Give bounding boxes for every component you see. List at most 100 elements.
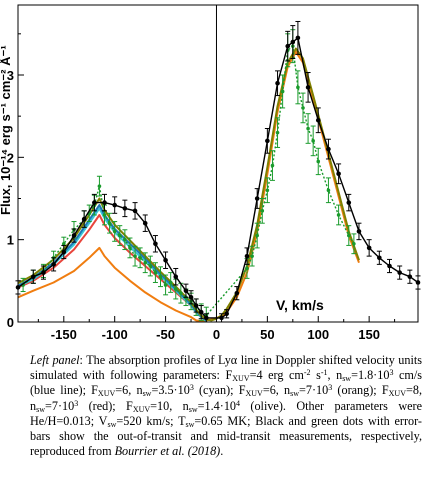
data-point [290, 39, 296, 45]
x-tick-label: -100 [102, 327, 128, 342]
data-point [301, 106, 305, 110]
data-point [62, 241, 66, 246]
data-point [316, 159, 321, 164]
x-tick-label: 50 [260, 327, 274, 342]
caption-text: =10, n [150, 398, 189, 413]
caption-sub: sw [342, 374, 352, 384]
data-point [265, 138, 270, 144]
x-tick-label: -150 [51, 327, 77, 342]
caption-text: =4 erg cm [249, 368, 304, 383]
data-point [51, 262, 56, 267]
data-point [128, 246, 132, 250]
caption-sup: 3 [328, 383, 333, 393]
data-point [81, 216, 87, 222]
data-point [143, 260, 148, 265]
series-line-5 [22, 45, 355, 317]
caption-text: =1.4·10 [197, 398, 237, 413]
data-point [163, 283, 168, 287]
data-point [133, 254, 137, 258]
data-point [158, 274, 163, 279]
y-axis-label: Flux, 10⁻¹⁴ erg s⁻¹ cm⁻² Å⁻¹ [0, 45, 13, 215]
caption-text: (olive). Other parameters were He/H=0.01… [30, 398, 422, 428]
data-point [132, 208, 138, 214]
caption-sup: 3 [74, 398, 79, 408]
caption-text: s [310, 368, 321, 383]
data-point [183, 288, 189, 294]
caption-text: =8, n [30, 383, 422, 413]
caption-text: =7·10 [44, 398, 75, 413]
data-point [250, 254, 254, 258]
ticks-layer: -150 -100 -50 0 50 100 150 0 1 2 3 [7, 33, 396, 342]
caption-sub: sw [142, 389, 152, 399]
data-point [112, 229, 117, 234]
y-tick-label: 1 [7, 233, 14, 248]
caption-sub: sw [185, 419, 195, 429]
caption-text: cm/s (blue line); F [30, 368, 422, 398]
caption-text: =520 km/s; T [116, 413, 186, 428]
data-point [153, 241, 158, 247]
data-point [315, 117, 321, 123]
data-point [244, 253, 250, 259]
data-point [397, 270, 402, 275]
caption-text: , n [327, 368, 343, 383]
caption-sub: XUV [97, 389, 116, 399]
caption-sub: sw [290, 389, 300, 399]
data-point [254, 196, 260, 201]
figure-caption: Left panel: The absorption profiles of L… [30, 353, 422, 459]
caption-text: =1.8·10 [351, 368, 390, 383]
data-point [387, 263, 392, 269]
caption-sub: sw [188, 404, 198, 414]
caption-text: (cyan); F [193, 383, 246, 398]
y-tick-label: 2 [7, 150, 14, 165]
caption-sub: XUV [232, 374, 250, 384]
caption-left-panel: Left panel [30, 353, 80, 367]
caption-text: . [220, 444, 224, 459]
caption-sub: XUV [245, 389, 263, 399]
data-point [123, 237, 127, 242]
x-tick-label: 150 [358, 327, 380, 342]
caption-text: =0.65 MK; Black and green dots with erro… [30, 413, 422, 459]
data-point [295, 35, 301, 41]
data-point [219, 315, 224, 321]
data-point [407, 274, 413, 280]
data-point [377, 255, 382, 261]
x-tick-label: -50 [156, 327, 175, 342]
curves-layer [15, 20, 421, 323]
data-point [280, 89, 285, 94]
x-axis-label: V, km/s [276, 297, 324, 313]
caption-text: (red); F [78, 398, 133, 413]
caption-sup: 4 [236, 398, 241, 408]
data-point [255, 233, 259, 238]
data-point [306, 126, 310, 131]
data-point [193, 303, 199, 308]
caption-text: : The absorption profiles of Lyα line in… [30, 353, 422, 383]
caption-sup: -2 [303, 368, 311, 378]
data-point [102, 200, 107, 205]
data-point [92, 200, 97, 205]
data-point [117, 233, 122, 238]
data-point [305, 85, 311, 90]
caption-sup: 3 [389, 368, 394, 378]
data-point [366, 245, 372, 251]
data-point [71, 233, 77, 238]
caption-text: =6, n [262, 383, 291, 398]
data-point [188, 294, 194, 300]
data-point [245, 266, 249, 271]
data-point [285, 43, 291, 49]
data-point [346, 233, 351, 238]
x-tick-label: 0 [213, 327, 220, 342]
caption-text: =7·10 [299, 383, 329, 398]
lya-profile-chart: -150 -100 -50 0 50 100 150 0 1 2 3 Flux, 10⁻¹⁴ erg… [0, 4, 421, 342]
caption-sub: sw [107, 419, 117, 429]
caption-text: =3.5·10 [151, 383, 190, 398]
data-point [336, 171, 341, 177]
caption-sup: -1 [320, 368, 328, 378]
data-point [224, 311, 229, 317]
plot-frame [17, 4, 419, 323]
data-point [352, 241, 356, 246]
caption-sup: 3 [189, 383, 194, 393]
caption-sub: XUV [388, 389, 406, 399]
data-point [122, 206, 128, 211]
data-point [326, 188, 331, 193]
data-point [112, 202, 117, 208]
